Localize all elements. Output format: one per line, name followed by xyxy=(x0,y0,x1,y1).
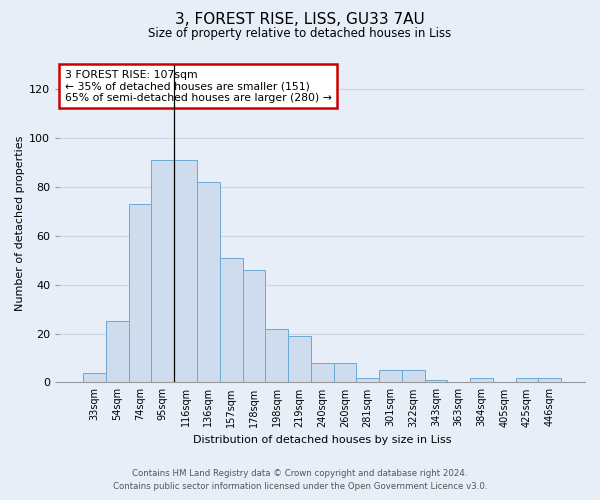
X-axis label: Distribution of detached houses by size in Liss: Distribution of detached houses by size … xyxy=(193,435,451,445)
Bar xyxy=(334,363,356,382)
Bar xyxy=(356,378,379,382)
Text: 3, FOREST RISE, LISS, GU33 7AU: 3, FOREST RISE, LISS, GU33 7AU xyxy=(175,12,425,28)
Bar xyxy=(265,328,288,382)
Y-axis label: Number of detached properties: Number of detached properties xyxy=(15,136,25,312)
Bar xyxy=(83,372,106,382)
Bar xyxy=(197,182,220,382)
Bar xyxy=(402,370,425,382)
Bar xyxy=(220,258,242,382)
Text: Contains HM Land Registry data © Crown copyright and database right 2024.
Contai: Contains HM Land Registry data © Crown c… xyxy=(113,469,487,491)
Bar xyxy=(288,336,311,382)
Bar xyxy=(151,160,174,382)
Text: 3 FOREST RISE: 107sqm
← 35% of detached houses are smaller (151)
65% of semi-det: 3 FOREST RISE: 107sqm ← 35% of detached … xyxy=(65,70,331,103)
Bar xyxy=(174,160,197,382)
Bar xyxy=(515,378,538,382)
Bar xyxy=(538,378,561,382)
Bar xyxy=(242,270,265,382)
Bar xyxy=(379,370,402,382)
Bar xyxy=(470,378,493,382)
Bar xyxy=(311,363,334,382)
Text: Size of property relative to detached houses in Liss: Size of property relative to detached ho… xyxy=(148,28,452,40)
Bar xyxy=(106,322,129,382)
Bar xyxy=(129,204,151,382)
Bar xyxy=(425,380,448,382)
